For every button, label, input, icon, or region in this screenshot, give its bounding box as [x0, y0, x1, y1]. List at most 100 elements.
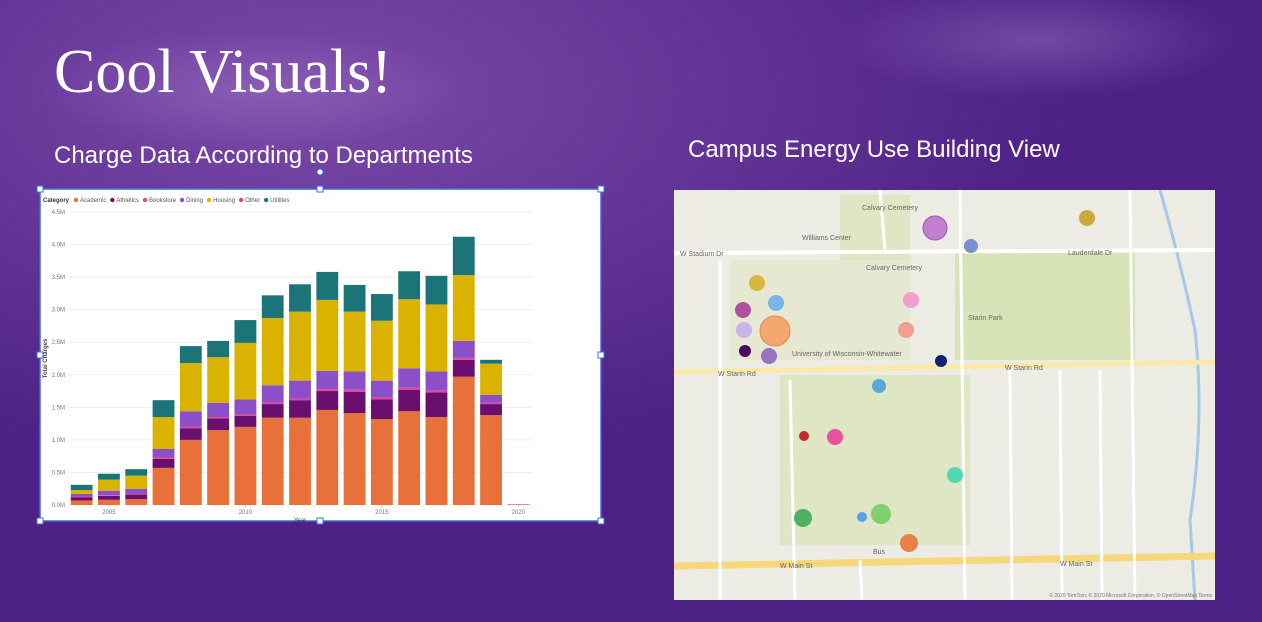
building[interactable] — [947, 467, 963, 483]
building[interactable] — [768, 295, 784, 311]
map-label: Lauderdale Dr — [1068, 250, 1113, 257]
building[interactable] — [735, 302, 751, 318]
building[interactable] — [739, 345, 751, 357]
bar-segment — [234, 426, 257, 505]
legend-title: Category — [43, 198, 70, 204]
bar-segment — [398, 368, 421, 388]
legend-swatch — [142, 197, 148, 203]
bar-segment — [70, 484, 93, 491]
bar-segment — [343, 371, 366, 390]
y-tick-label: 0.0M — [52, 503, 65, 509]
legend-label: Bookstore — [149, 198, 177, 204]
resize-handle — [597, 517, 605, 525]
bar-segment — [370, 380, 393, 398]
building[interactable] — [736, 322, 752, 338]
road — [674, 248, 1215, 255]
y-tick-label: 4.5M — [52, 210, 65, 216]
bar-segment — [125, 494, 148, 500]
legend-label: Academic — [80, 198, 106, 204]
bar-segment — [398, 411, 421, 505]
bar-segment — [207, 430, 230, 505]
y-tick-label: 4.0M — [52, 243, 65, 249]
bar-segment — [289, 380, 311, 399]
road — [674, 552, 1215, 570]
bar-segment — [480, 394, 502, 403]
building[interactable] — [1079, 210, 1095, 226]
bar-segment — [207, 402, 230, 418]
legend-swatch — [238, 197, 244, 203]
bar-segment — [289, 417, 311, 505]
legend-label: Utilities — [270, 198, 289, 204]
bar-segment — [152, 457, 175, 459]
bar-segment — [179, 439, 202, 505]
resize-handle — [316, 185, 324, 193]
bar-segment — [207, 417, 230, 419]
bar-segment — [452, 236, 475, 276]
building[interactable] — [857, 512, 867, 522]
bar-segment — [207, 340, 230, 358]
bar-segment — [289, 284, 311, 312]
resize-handle — [316, 517, 324, 525]
building[interactable] — [749, 275, 765, 291]
bar-segment — [370, 320, 393, 381]
bar-segment — [70, 493, 93, 497]
bar-segment — [425, 371, 448, 391]
bar-segment — [125, 475, 148, 489]
building[interactable] — [900, 534, 918, 552]
building[interactable] — [871, 504, 891, 524]
bar-segment — [152, 417, 175, 450]
bar-segment — [234, 320, 257, 343]
glow — [30, 30, 470, 150]
building[interactable] — [794, 509, 812, 527]
bar-segment — [398, 389, 421, 412]
bar-segment — [425, 390, 448, 393]
cemetery — [840, 195, 910, 270]
bar-segment — [261, 295, 284, 319]
resize-handle — [36, 517, 44, 525]
slide-title: Cool Visuals! — [54, 38, 392, 106]
building[interactable] — [759, 315, 791, 347]
road — [718, 190, 1137, 600]
legend-label: Other — [245, 198, 260, 204]
bar-segment — [343, 391, 366, 414]
bar-segment — [234, 399, 257, 415]
y-tick-label: 3.0M — [52, 308, 65, 314]
building[interactable] — [903, 292, 919, 308]
building[interactable] — [872, 379, 886, 393]
legend-swatch — [110, 197, 115, 203]
building[interactable] — [799, 431, 809, 441]
building[interactable] — [964, 239, 978, 253]
bar-segment — [480, 402, 502, 405]
legend-label: Athletics — [116, 198, 139, 204]
bar-segment — [452, 376, 475, 505]
bar-segment — [343, 284, 366, 312]
building[interactable] — [898, 322, 914, 338]
y-tick-label: 1.0M — [52, 438, 65, 444]
bar-segment — [98, 495, 120, 496]
bar-segment — [234, 415, 257, 427]
bar-segment — [398, 271, 421, 300]
building[interactable] — [827, 429, 843, 445]
bar-segment — [70, 500, 93, 505]
bar-segment — [343, 389, 366, 392]
bar-segment — [98, 473, 120, 480]
bar-segment — [398, 299, 421, 369]
bar-segment — [343, 311, 366, 372]
bar-segment — [289, 311, 311, 381]
chart-panel[interactable]: 0.0M 0.5M 1.0M 1.5M 2.0M 2.5M 3.0M 3.5M 4.0M 4.5M… — [36, 168, 605, 525]
x-tick-label: 2015 — [375, 510, 389, 516]
bar-segment — [316, 299, 339, 371]
bar-segment — [234, 414, 257, 416]
bar-segment — [370, 419, 393, 505]
legend-swatch — [206, 197, 212, 203]
bar-segment — [152, 400, 175, 418]
building[interactable] — [761, 348, 777, 364]
bar-segment — [70, 496, 93, 498]
bar-segment — [316, 271, 339, 300]
resize-handle — [597, 351, 605, 359]
building[interactable] — [922, 215, 948, 241]
building[interactable] — [935, 355, 947, 367]
map: Williams Center Calvary Cemetery Calvary… — [674, 190, 1215, 600]
bar-segment — [425, 392, 448, 418]
map-label: W Stadium Dr — [680, 251, 724, 258]
